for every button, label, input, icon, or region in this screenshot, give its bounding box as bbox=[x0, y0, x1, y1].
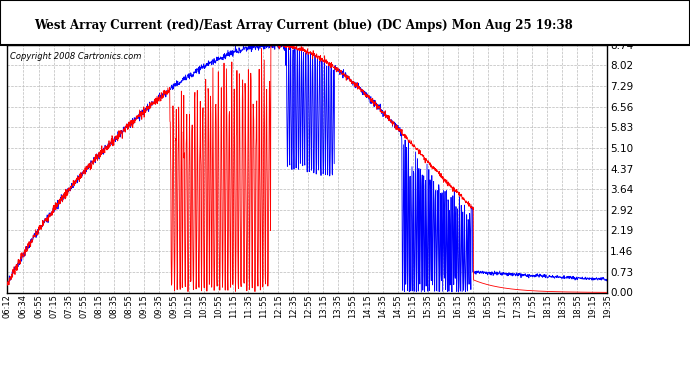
Text: West Array Current (red)/East Array Current (blue) (DC Amps) Mon Aug 25 19:38: West Array Current (red)/East Array Curr… bbox=[34, 19, 573, 32]
Text: Copyright 2008 Cartronics.com: Copyright 2008 Cartronics.com bbox=[10, 53, 141, 62]
FancyBboxPatch shape bbox=[0, 0, 690, 45]
